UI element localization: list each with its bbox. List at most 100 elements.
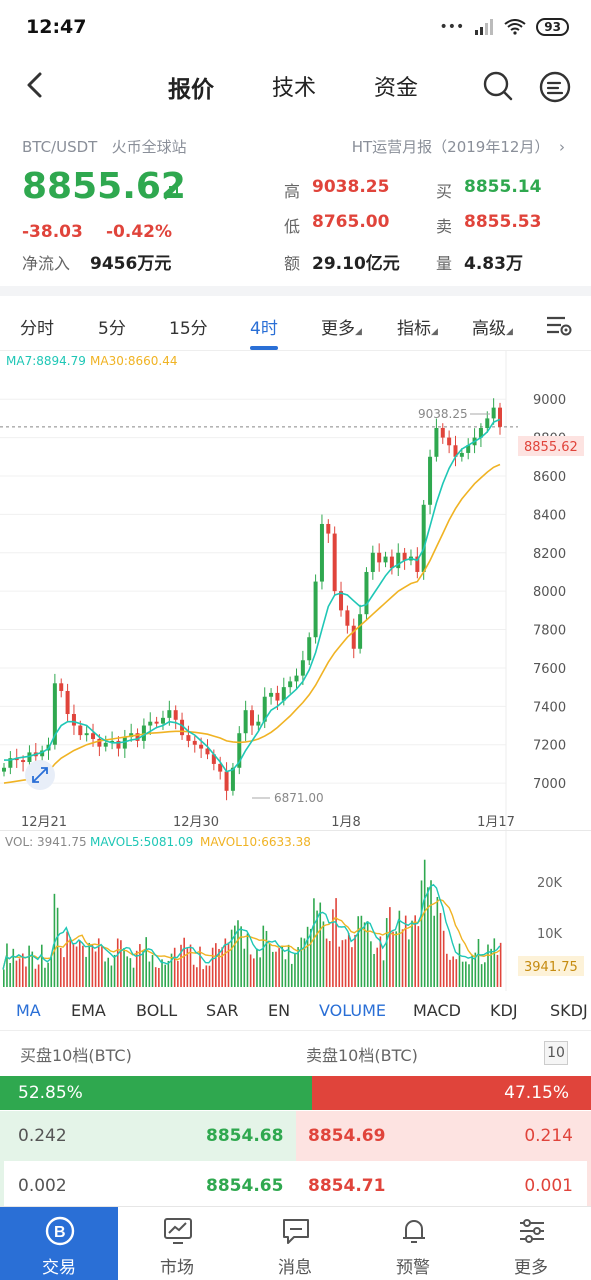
candle-body	[110, 740, 115, 743]
volume-bar	[135, 950, 138, 987]
dots-icon: •••	[439, 19, 465, 35]
netflow-label: 净流入	[22, 254, 71, 273]
high-price-marker: 9038.25	[418, 407, 468, 421]
candle-body	[97, 738, 102, 747]
indicator-skdj[interactable]: SKDJ	[550, 1001, 588, 1020]
volume-bar	[110, 965, 113, 987]
buy-price: 8854.65	[206, 1176, 284, 1196]
candle-body	[326, 523, 331, 534]
sell-depth-fill	[296, 1111, 591, 1161]
interval-tab-4h[interactable]: 4时	[250, 319, 278, 339]
interval-tab-5m[interactable]: 5分	[98, 319, 126, 339]
buy-depth-fill	[0, 1111, 296, 1161]
volume-bar	[104, 961, 106, 987]
report-link[interactable]: HT运营月报（2019年12月） ›	[352, 136, 565, 157]
sell-book-title: 卖盘10档(BTC)	[306, 1046, 418, 1065]
candle-body	[211, 754, 216, 764]
volume-bar	[139, 944, 141, 987]
candle-body	[8, 758, 13, 768]
chevron-right-icon: ›	[559, 138, 565, 156]
indicator-ma[interactable]: MA	[16, 1001, 41, 1020]
volume-bar	[126, 956, 129, 987]
bottom-nav-label: 更多	[514, 1258, 548, 1278]
indicator-ema[interactable]: EMA	[71, 1001, 106, 1020]
interval-tab-advanced[interactable]: 高级◢	[472, 314, 513, 339]
volume-bar	[392, 931, 394, 987]
volume-bar	[313, 898, 315, 987]
bottom-nav-market[interactable]: 市场	[118, 1207, 236, 1280]
chart-settings-icon[interactable]	[545, 314, 573, 338]
indicator-en[interactable]: EN	[268, 1001, 291, 1020]
buy-ratio-text: 52.85%	[18, 1083, 83, 1103]
mavol5-legend: MAVOL5:5081.09	[90, 835, 193, 849]
x-tick-label: 12月21	[21, 815, 67, 830]
bottom-nav-messages[interactable]: 消息	[236, 1207, 354, 1280]
tab-technical[interactable]: 技术	[272, 76, 317, 101]
volume-bar	[411, 920, 413, 987]
bottom-nav-trade[interactable]: B 交易	[0, 1207, 118, 1280]
volume-bar	[433, 915, 435, 987]
indicator-macd[interactable]: MACD	[413, 1001, 461, 1020]
x-tick-label: 12月30	[173, 815, 219, 830]
expand-icon[interactable]	[25, 760, 55, 790]
volume-bar	[306, 926, 309, 987]
interval-tab-15m[interactable]: 15分	[169, 319, 208, 339]
chart-grid	[0, 350, 518, 830]
y-tick-label: 7400	[533, 700, 566, 715]
volume-bar	[97, 938, 100, 987]
divider	[0, 830, 591, 831]
volume-chart[interactable]: VOL: 3941.75 MAVOL5:5081.09 MAVOL10:6633…	[0, 831, 591, 991]
tab-funds[interactable]: 资金	[374, 76, 419, 101]
volume-bar	[123, 947, 125, 987]
depth-select-button[interactable]: 10	[544, 1041, 568, 1065]
interval-tab-indicators[interactable]: 指标◢	[397, 314, 438, 339]
volume-bar	[278, 948, 280, 987]
volume-bar	[72, 944, 75, 987]
candle-body	[129, 733, 134, 738]
search-icon[interactable]	[482, 70, 514, 102]
volume-bar	[496, 954, 499, 987]
volume-bar	[227, 942, 230, 987]
volume-bar	[474, 952, 477, 987]
volume-bar	[69, 937, 72, 987]
volume-bar	[94, 951, 97, 987]
status-icons: ••• 93	[440, 18, 569, 36]
volume-bar	[455, 959, 458, 987]
candle-body	[154, 721, 159, 724]
candle-body	[307, 637, 312, 661]
candle-body	[396, 552, 401, 569]
interval-tab-timeshare[interactable]: 分时	[20, 319, 54, 339]
volume-bar	[354, 934, 356, 987]
pair-symbol: BTC/USDT	[22, 138, 98, 156]
volume-bar	[417, 926, 420, 987]
volume-bar	[148, 961, 151, 987]
menu-list-icon[interactable]	[538, 70, 572, 104]
candle-body	[192, 740, 197, 745]
sell-ratio-text: 47.15%	[504, 1083, 569, 1103]
mavol10-line	[2, 898, 501, 970]
mavol10-legend: MAVOL10:6633.38	[200, 835, 311, 849]
indicator-volume[interactable]: VOLUME	[319, 1001, 386, 1020]
bottom-nav-alerts[interactable]: 预警	[354, 1207, 472, 1280]
stat-volume-value: 4.83万	[464, 254, 523, 274]
last-price-tag-bg	[518, 436, 584, 456]
volume-bar	[246, 933, 249, 987]
tab-quote[interactable]: 报价	[168, 77, 214, 103]
volume-bar	[300, 937, 303, 987]
volume-bar	[237, 920, 239, 987]
candle-body	[491, 407, 496, 419]
volume-bar	[458, 943, 461, 987]
stat-low-label: 低	[284, 217, 301, 236]
candle-body	[224, 771, 229, 791]
indicator-kdj[interactable]: KDJ	[490, 1001, 518, 1020]
candle-body	[370, 552, 375, 572]
candle-body	[230, 767, 235, 791]
candle-body	[116, 740, 121, 749]
indicator-boll[interactable]: BOLL	[136, 1001, 178, 1020]
candlestick-chart[interactable]: MA7:8894.79 MA30:8660.44 900088008600840…	[0, 350, 591, 830]
volume-bar	[325, 938, 328, 987]
indicator-sar[interactable]: SAR	[206, 1001, 239, 1020]
back-icon[interactable]	[22, 70, 48, 100]
interval-tab-more[interactable]: 更多◢	[321, 314, 362, 339]
bottom-nav-more[interactable]: 更多	[472, 1207, 590, 1280]
